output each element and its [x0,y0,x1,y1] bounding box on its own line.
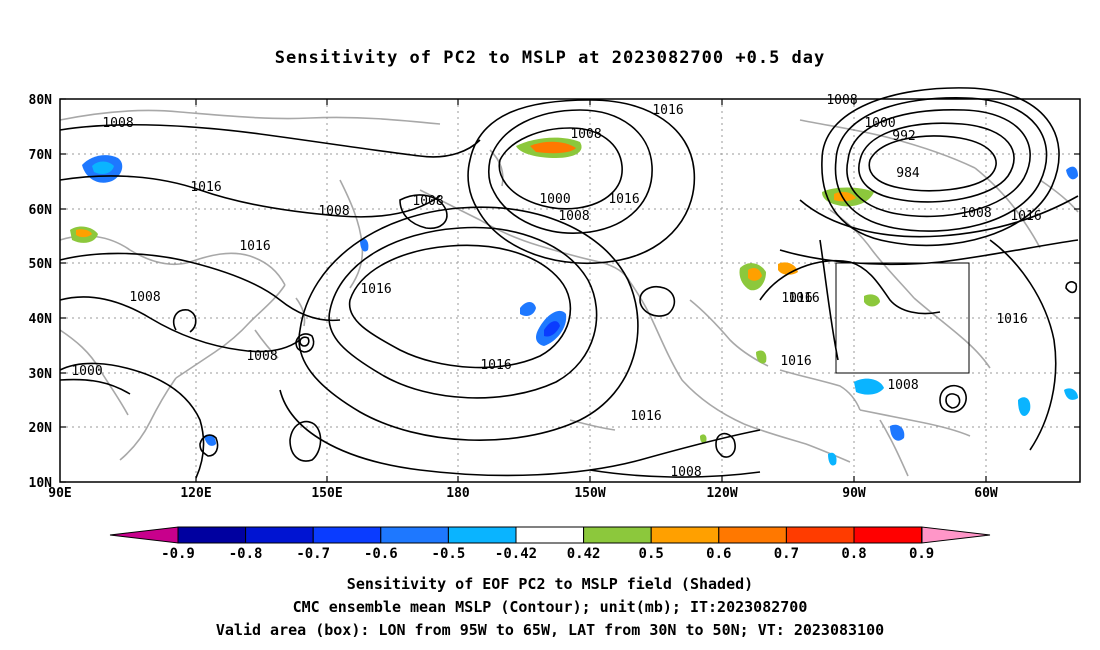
colorbar-box [380,526,449,544]
mslp-contours [59,87,1079,479]
contour-label: 1000 [864,116,895,131]
contour-labels: 1016 1008 1008 1016 1016 1008 1008 1016 … [71,93,1041,480]
map-frame [59,98,1081,483]
contour-label: 1016 [781,291,812,306]
contour-label: 1008 [102,116,133,131]
colorbar: -0.9 -0.8 -0.7 -0.6 -0.5 -0.42 0.42 0.5 0.6 0.7 0.… [109,526,991,562]
colorbar-box [177,526,247,544]
contour-label: 1008 [960,206,991,221]
lon-label: 150W [574,486,605,501]
lon-label: 120E [180,486,211,501]
contour-label: 992 [892,129,915,144]
contour-label: 1000 [71,364,102,379]
colorbar-box [583,526,652,544]
latitude-labels: 80N 70N 60N 50N 40N 30N 20N 10N [29,93,53,491]
colorbar-box [650,526,720,544]
caption-line-3: Valid area (box): LON from 95W to 65W, L… [215,621,885,639]
contour-label: 1008 [558,209,589,224]
contour-label: 1016 [239,239,270,254]
lat-label: 50N [29,257,53,272]
lat-label: 40N [29,312,53,327]
contour-label: 1016 [652,103,683,118]
lon-label: 90W [842,486,866,501]
lon-label: 90E [48,486,71,501]
colorbar-label: -0.9 [161,546,195,562]
colorbar-arrow-right [921,526,991,544]
lon-label: 150E [311,486,342,501]
contour-label: 1016 [608,192,639,207]
lat-label: 30N [29,367,53,382]
lat-label: 20N [29,421,53,436]
colorbar-box [245,526,314,544]
lon-label: 60W [974,486,998,501]
colorbar-label: 0.7 [774,546,799,562]
colorbar-label: -0.6 [364,546,398,562]
colorbar-label: -0.8 [229,546,263,562]
colorbar-box [447,526,517,544]
colorbar-label: -0.5 [432,546,466,562]
contour-label: 1008 [670,465,701,480]
colorbar-box [785,526,855,544]
colorbar-box [718,526,787,544]
colorbar-label: -0.42 [495,546,537,562]
lat-label: 80N [29,93,53,108]
lat-label: 10N [29,476,53,491]
colorbar-label: -0.7 [296,546,330,562]
contour-label: 1016 [996,312,1027,327]
contour-label: 1008 [246,349,277,364]
contour-label: 1016 [360,282,391,297]
caption-line-1: Sensitivity of EOF PC2 to MSLP field (Sh… [346,575,754,593]
contour-label: 1016 [190,180,221,195]
contour-label: 1008 [570,127,601,142]
contour-label: 1016 [1010,209,1041,224]
plot-title: Sensitivity of PC2 to MSLP at 2023082700… [274,48,826,68]
contour-label: 1016 [788,291,819,306]
contour-label: 1008 [412,194,443,209]
contour-label: 1008 [826,93,857,108]
contour-label: 1008 [129,290,160,305]
contour-label: 1016 [780,354,811,369]
contour-label: 984 [896,166,920,181]
colorbar-box [515,526,585,544]
lon-label: 120W [706,486,737,501]
colorbar-label: 0.8 [841,546,866,562]
contour-label: 1000 [539,192,570,207]
coastlines [59,109,1079,477]
colorbar-box [312,526,382,544]
lon-label: 180 [446,486,470,501]
colorbar-label: 0.9 [909,546,934,562]
colorbar-arrow-left [109,526,179,544]
longitude-labels: 90E 120E 150E 180 150W 120W 90W 60W [48,486,998,501]
axis-ticks [60,98,1080,483]
caption-line-2: CMC ensemble mean MSLP (Contour); unit(m… [292,598,808,616]
colorbar-labels: -0.9 -0.8 -0.7 -0.6 -0.5 -0.42 0.42 0.5 0.6 0.7 0.… [161,546,934,562]
colorbar-box [853,526,923,544]
contour-label: 1016 [630,409,661,424]
contour-label: 1008 [318,204,349,219]
map-panel: 1016 1008 1008 1016 1016 1008 1008 1016 … [29,87,1081,501]
lat-label: 70N [29,148,53,163]
colorbar-label: 0.6 [706,546,731,562]
lat-label: 60N [29,203,53,218]
contour-label: 1016 [480,358,511,373]
colorbar-label: 0.5 [639,546,664,562]
valid-area-box [835,262,970,374]
contour-label: 1008 [887,378,918,393]
colorbar-boxes [177,526,923,544]
colorbar-label: 0.42 [567,546,601,562]
sensitivity-shading [70,137,1078,466]
